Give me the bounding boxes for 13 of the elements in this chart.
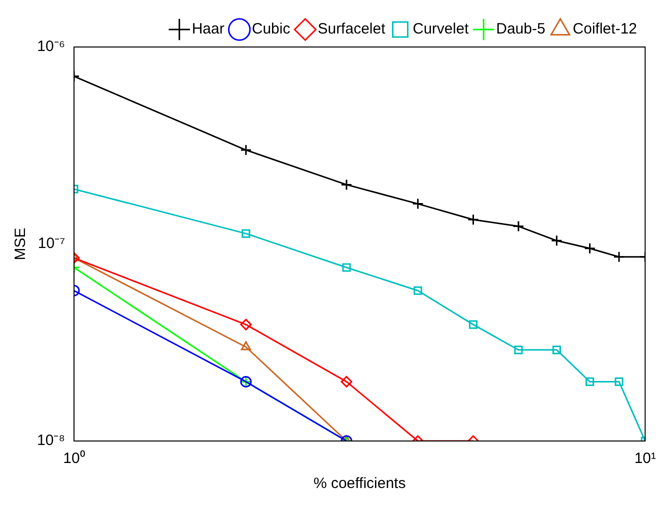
legend-label: Coiflet-12 xyxy=(572,20,638,38)
x-tick-label: 10⁰ xyxy=(63,450,85,468)
y-tick-label: 10⁻⁶ xyxy=(37,38,66,56)
y-tick-label: 10⁻⁷ xyxy=(38,235,66,252)
y-axis-title: MSE xyxy=(12,228,30,260)
legend-label: Daub-5 xyxy=(496,20,546,38)
x-axis-title: % coefficients xyxy=(313,475,406,492)
legend-label: Surfacelet xyxy=(318,20,386,38)
legend-label: Cubic xyxy=(252,20,291,38)
y-tick-label: 10⁻⁸ xyxy=(36,432,66,450)
legend-label: Curvelet xyxy=(412,20,470,38)
legend-label: Haar xyxy=(192,20,224,38)
x-tick-label: 10¹ xyxy=(634,450,656,468)
